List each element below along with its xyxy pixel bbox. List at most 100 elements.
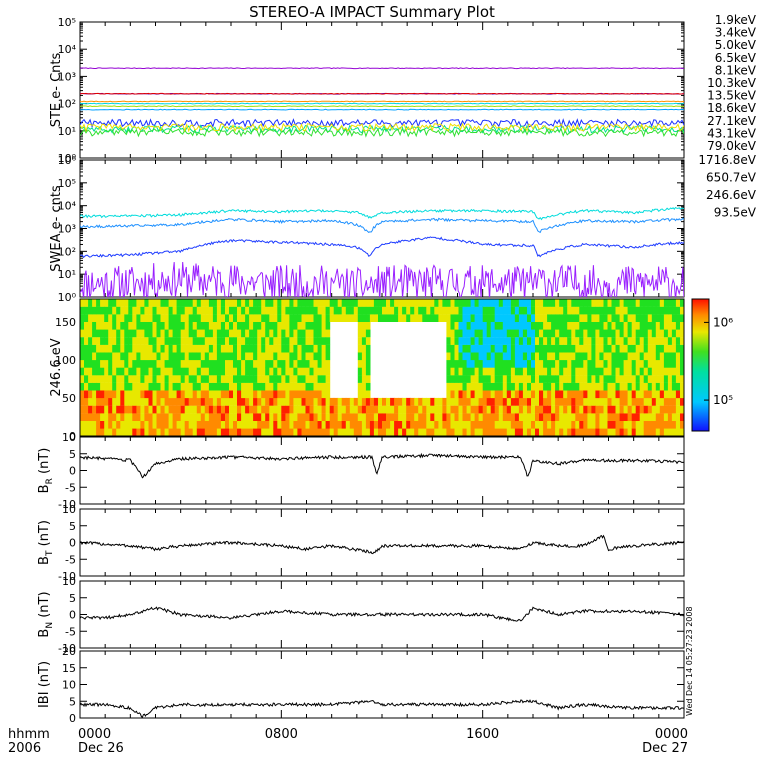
heatmap-cell: [289, 306, 294, 315]
heatmap-cell: [301, 359, 307, 368]
heatmap-cell: [176, 337, 182, 345]
heatmap-cell: [410, 397, 415, 406]
heatmap-cell: [478, 314, 484, 322]
heatmap-cell: [132, 413, 137, 421]
heatmap-cell: [390, 397, 395, 406]
heatmap-cell: [446, 375, 451, 383]
heatmap-cell: [273, 352, 278, 361]
heatmap-cell: [237, 413, 242, 421]
heatmap-cell: [422, 299, 427, 307]
heatmap-cell: [357, 405, 363, 414]
heatmap-cell: [229, 314, 234, 322]
heatmap-cell: [623, 382, 629, 391]
heatmap-cell: [80, 420, 85, 429]
heatmap-cell: [136, 420, 141, 429]
heatmap-cell: [317, 344, 323, 353]
heatmap-cell: [386, 428, 391, 436]
heatmap-cell: [128, 337, 133, 345]
heatmap-cell: [365, 367, 371, 376]
heatmap-cell: [579, 359, 584, 368]
heatmap-cell: [204, 428, 210, 436]
heatmap-cell: [510, 367, 516, 376]
heatmap-cell: [88, 382, 93, 391]
heatmap-cell: [494, 367, 500, 376]
heatmap-cell: [80, 382, 85, 391]
heatmap-cell: [277, 337, 282, 345]
heatmap-cell: [631, 314, 637, 322]
heatmap-cell: [128, 405, 133, 414]
heatmap-cell: [595, 344, 600, 353]
heatmap-cell: [257, 420, 262, 429]
heatmap-cell: [136, 306, 141, 315]
heatmap-cell: [289, 337, 294, 345]
heatmap-cell: [353, 428, 359, 436]
heatmap-cell: [680, 390, 684, 399]
heatmap-cell: [108, 306, 113, 315]
heatmap-cell: [587, 367, 592, 376]
heatmap-cell: [627, 413, 633, 421]
heatmap-cell: [462, 321, 468, 330]
heatmap-cell: [615, 306, 621, 315]
heatmap-cell: [144, 314, 149, 322]
heatmap-cell: [317, 352, 323, 361]
heatmap-cell: [446, 352, 451, 361]
heatmap-cell: [96, 413, 101, 421]
heatmap-cell: [563, 397, 568, 406]
heatmap-cell: [84, 352, 89, 361]
heatmap-cell: [192, 367, 198, 376]
heatmap-cell: [293, 299, 298, 307]
heatmap-cell: [325, 359, 331, 368]
heatmap-cell: [188, 413, 194, 421]
heatmap-cell: [184, 397, 190, 406]
heatmap-cell: [543, 428, 548, 436]
field-series-line: [80, 699, 684, 718]
heatmap-cell: [196, 405, 202, 414]
heatmap-cell: [309, 382, 315, 391]
heatmap-cell: [643, 329, 649, 338]
heatmap-cell: [543, 390, 548, 399]
heatmap-cell: [510, 352, 516, 361]
heatmap-cell: [583, 420, 588, 429]
heatmap-cell: [216, 428, 222, 436]
y-tick-label: 5: [69, 695, 76, 708]
heatmap-cell: [341, 428, 347, 436]
heatmap-cell: [176, 359, 182, 368]
heatmap-cell: [559, 329, 564, 338]
heatmap-cell: [168, 390, 174, 399]
heatmap-cell: [196, 344, 202, 353]
heatmap-cell: [321, 405, 327, 414]
heatmap-cell: [543, 420, 548, 429]
heatmap-cell: [543, 321, 548, 330]
heatmap-cell: [531, 397, 536, 406]
heatmap-cell: [345, 420, 351, 429]
heatmap-cell: [394, 299, 399, 307]
heatmap-cell: [506, 405, 512, 414]
heatmap-cell: [261, 428, 266, 436]
heatmap-cell: [120, 428, 125, 436]
heatmap-cell: [406, 420, 411, 429]
heatmap-cell: [281, 306, 286, 315]
heatmap-cell: [611, 299, 617, 307]
heatmap-cell: [192, 306, 198, 315]
heatmap-cell: [273, 314, 278, 322]
heatmap-cell: [196, 428, 202, 436]
heatmap-cell: [357, 314, 363, 322]
heatmap-cell: [156, 314, 162, 322]
heatmap-cell: [510, 329, 516, 338]
heatmap-cell: [583, 299, 588, 307]
ste-legend-entry: 3.4keV: [715, 26, 757, 40]
heatmap-cell: [265, 299, 270, 307]
heatmap-cell: [120, 352, 125, 361]
heatmap-cell: [643, 367, 649, 376]
heatmap-cell: [124, 299, 129, 307]
heatmap-cell: [269, 420, 274, 429]
heatmap-cell: [398, 405, 403, 414]
heatmap-cell: [176, 428, 182, 436]
ste-legend-entry: 1.9keV: [715, 13, 757, 27]
heatmap-cell: [293, 344, 298, 353]
heatmap-cell: [599, 306, 604, 315]
heatmap-cell: [466, 329, 472, 338]
heatmap-cell: [450, 337, 456, 345]
heatmap-cell: [289, 375, 294, 383]
heatmap-cell: [426, 420, 431, 429]
